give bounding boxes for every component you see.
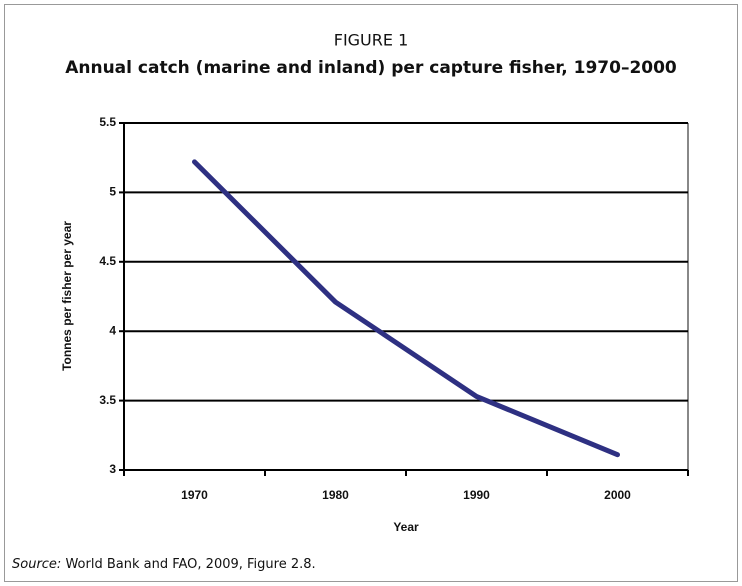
x-tick-label: 1990: [463, 488, 490, 502]
y-tick-label: 4: [109, 323, 116, 337]
y-axis-label: Tonnes per fisher per year: [60, 221, 74, 371]
y-tick-label: 3: [109, 462, 116, 476]
y-tick-label: 5: [109, 185, 116, 199]
source-text: World Bank and FAO, 2009, Figure 2.8.: [65, 557, 315, 572]
y-tick-label: 3.5: [99, 393, 116, 407]
x-tick-label: 2000: [604, 488, 631, 502]
data-line: [192, 159, 620, 458]
x-tick-label: 1970: [181, 488, 208, 502]
x-tick-label: 1980: [322, 488, 349, 502]
chart-title: Annual catch (marine and inland) per cap…: [65, 58, 677, 78]
source-label: Source:: [12, 557, 61, 572]
y-tick-label: 4.5: [99, 254, 116, 268]
x-axis-label: Year: [393, 520, 419, 534]
source: Source: World Bank and FAO, 2009, Figure…: [12, 557, 316, 572]
frame: [4, 4, 738, 582]
y-tick-label: 5.5: [99, 115, 116, 129]
figure-label: FIGURE 1: [334, 31, 409, 50]
